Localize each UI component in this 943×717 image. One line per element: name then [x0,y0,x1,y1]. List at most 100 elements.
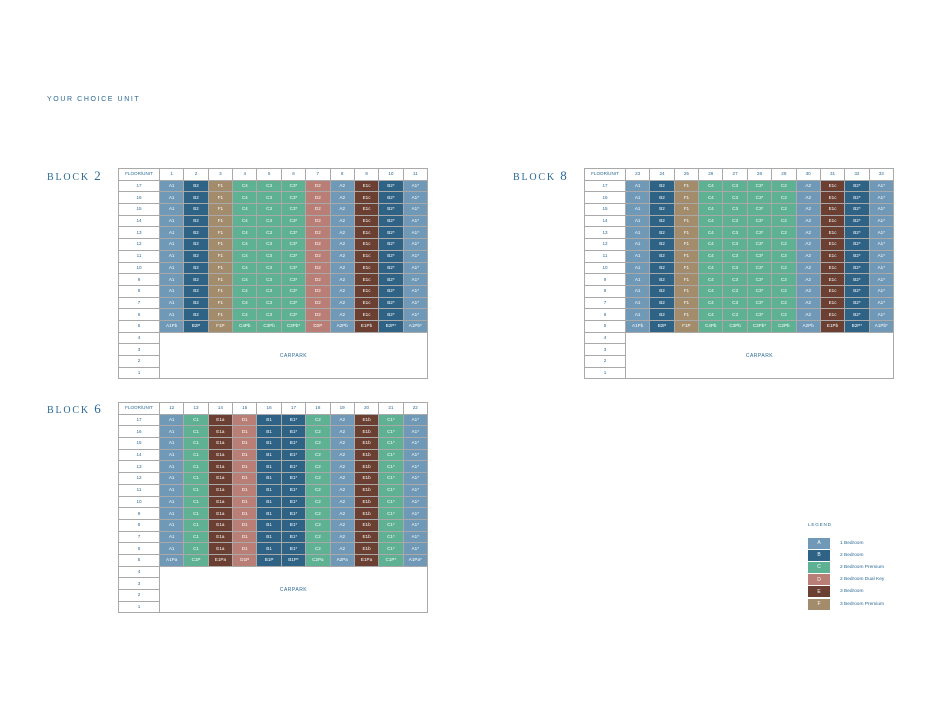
floor-label-cell: 4 [584,331,626,345]
unit-cell: C3* [280,214,307,228]
unit-cell: A1* [868,249,895,263]
legend-label: 2 Bedroom Dual Key [840,577,885,583]
floor-row: 13 A1 B2 F1 C4 C3 C3* D2 A2 E1c B2* A1* [118,226,429,240]
unit-cell: C2 [305,425,331,439]
unit-cell: A2 [329,460,355,474]
unit-cell: E1b [353,460,380,474]
unit-cell: C3* [280,238,307,251]
unit-cell: A2 [795,273,821,286]
unit-cell: B2* [844,261,870,275]
unit-cell: A1Pb* [402,319,429,333]
unit-cell: F1 [673,238,700,251]
unit-cell: A2 [795,308,821,321]
unit-number-cell: 16 [256,402,282,415]
unit-cell: A1* [402,425,429,439]
unit-cell: A1 [158,437,185,450]
unit-cell: A2 [329,518,355,532]
unit-cell: B2 [183,203,209,216]
unit-cell: A1* [402,483,429,497]
unit-cell: A1 [158,249,185,263]
unit-cell: A1 [158,179,185,193]
unit-cell: C1* [378,472,404,485]
unit-cell: A1* [402,518,429,532]
unit-cell: C1 [183,437,209,450]
unit-cell: C3 [722,238,748,251]
unit-cell: C2 [305,448,331,462]
floor-row: 6 A1 C1 E1a D1 B1 B1* C2 A2 E1b C1* A1* [118,542,429,555]
unit-cell: A1 [158,191,185,205]
unit-cell: C3 [256,191,282,205]
floor-row: 6 A1 B2 F1 C4 C3 C3* D2 A2 E1c B2* A1* [118,308,429,321]
unit-cell: B2* [844,179,870,193]
floor-label-cell: 1 [118,600,160,614]
unit-cell: A1 [624,261,651,275]
unit-cell: A1* [868,203,895,216]
unit-cell: B1* [280,413,307,427]
unit-cell: E1a [207,425,234,439]
unit-cell: A2 [795,203,821,216]
floor-row: 4 CARPARK [584,331,894,380]
floor-label-cell: 15 [118,437,160,450]
unit-cell: A2 [329,273,355,286]
unit-cell: A1* [402,226,429,240]
unit-cell: F1 [673,226,700,240]
floor-row: 1 [118,366,428,380]
unit-cell: B2* [378,179,404,193]
unit-cell: D1 [232,518,258,532]
legend-swatch: C [808,561,830,573]
unit-cell: A1 [158,308,185,321]
floor-row: 5 A1Pa C1P E1Pa D1P B1P B1P* C2Pa A2Pa E1Pa C1P* A1… [118,553,429,567]
floor-label-cell: 6 [584,308,626,321]
unit-cell: C1P [183,553,209,567]
unit-cell: B2P [649,319,675,333]
floor-row: 4 CARPARK [118,565,428,614]
header-row: FLOOR/UNIT 23 24 25 26 27 28 29 30 31 32 33 [584,168,895,181]
unit-cell: C3* [746,191,773,205]
unit-cell: E1c [353,261,380,275]
unit-cell: B2P [183,319,209,333]
unit-cell: A1 [158,530,185,544]
unit-cell: E1c [819,296,846,310]
unit-cell: B2* [844,284,870,298]
unit-cell: E1c [819,308,846,321]
floor-label-cell: 16 [584,191,626,205]
unit-cell: C3 [722,226,748,240]
unit-cell: C2 [305,518,331,532]
unit-cell: A1* [402,448,429,462]
floor-label-cell: 12 [118,472,160,485]
floor-label-cell: 14 [118,448,160,462]
unit-cell: B2* [844,249,870,263]
unit-cell: A1* [402,460,429,474]
floor-row: 15 A1 B2 F1 C4 C3 C3* D2 A2 E1c B2* A1* [118,203,429,216]
unit-cell: A1 [158,495,185,509]
unit-cell: B1* [280,460,307,474]
unit-cell: D2 [305,273,331,286]
unit-cell: A2 [329,191,355,205]
block-2-unit-table: FLOOR/UNIT 1 2 3 4 5 6 7 8 9 10 11 17 A1 B2 F1 C4 C3 C3* D2… [118,168,429,380]
unit-cell: B2 [183,284,209,298]
unit-cell: A1* [402,296,429,310]
unit-cell: A1Pb* [868,319,895,333]
unit-cell: A1 [624,226,651,240]
unit-cell: F1 [207,249,234,263]
floor-label-cell: 10 [118,495,160,509]
unit-cell: A1 [624,191,651,205]
floor-label-cell: 6 [118,542,160,555]
unit-cell: E1b [353,530,380,544]
unit-cell: C2 [305,495,331,509]
legend-item: F 3 Bedroom Premium [808,598,884,610]
unit-cell: A1 [624,284,651,298]
unit-cell: C2 [305,542,331,555]
unit-cell: F1 [673,296,700,310]
unit-cell: A1 [158,284,185,298]
unit-cell: B2* [844,296,870,310]
unit-number-cell: 21 [378,402,404,415]
unit-cell: A1Pb [158,319,185,333]
header-row: FLOOR/UNIT 1 2 3 4 5 6 7 8 9 10 11 [118,168,429,181]
unit-cell: C1 [183,483,209,497]
unit-cell: C1* [378,530,404,544]
unit-cell: A1 [624,273,651,286]
legend: LEGEND A 1 Bedroom B 2 Bedroom C 2 Bedroom Pr… [808,522,884,610]
unit-number-cell: 14 [207,402,234,415]
unit-cell: B2* [844,203,870,216]
